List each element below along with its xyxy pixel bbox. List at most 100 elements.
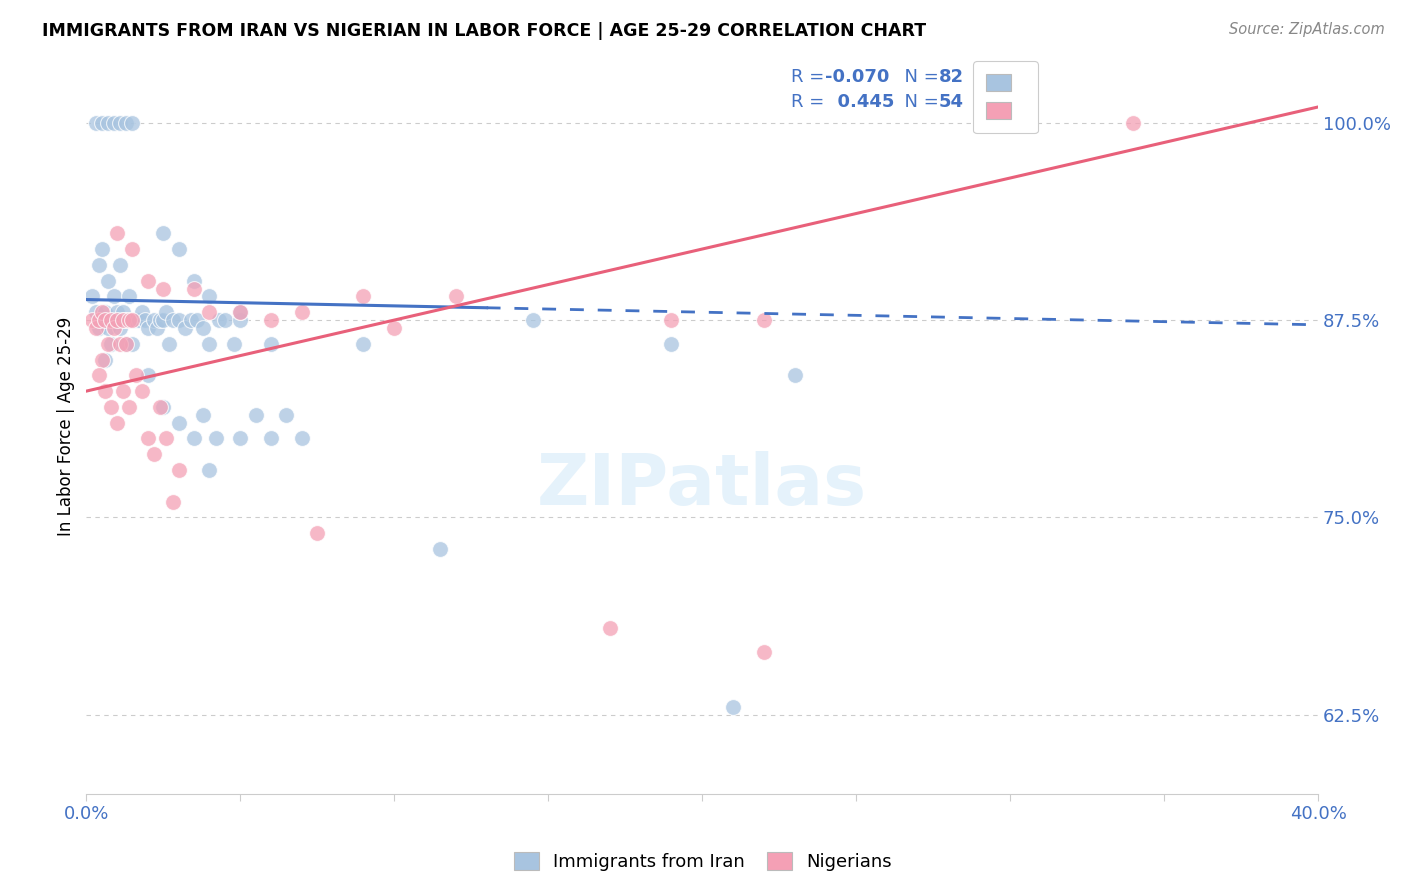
Text: -0.070: -0.070 bbox=[825, 68, 890, 87]
Point bbox=[291, 305, 314, 319]
Point bbox=[183, 274, 205, 288]
Point bbox=[260, 313, 283, 327]
Point bbox=[193, 321, 215, 335]
Point bbox=[198, 305, 221, 319]
Point bbox=[103, 116, 125, 130]
Point bbox=[121, 313, 143, 327]
Point bbox=[105, 305, 128, 319]
Point bbox=[229, 313, 252, 327]
Point bbox=[136, 368, 159, 383]
Point bbox=[167, 416, 190, 430]
Point bbox=[90, 242, 112, 256]
Text: IMMIGRANTS FROM IRAN VS NIGERIAN IN LABOR FORCE | AGE 25-29 CORRELATION CHART: IMMIGRANTS FROM IRAN VS NIGERIAN IN LABO… bbox=[42, 22, 927, 40]
Point bbox=[193, 408, 215, 422]
Point bbox=[105, 313, 128, 327]
Point bbox=[180, 313, 202, 327]
Point bbox=[90, 116, 112, 130]
Point bbox=[118, 313, 141, 327]
Point bbox=[152, 400, 174, 414]
Point bbox=[198, 289, 221, 303]
Point bbox=[108, 116, 131, 130]
Y-axis label: In Labor Force | Age 25-29: In Labor Force | Age 25-29 bbox=[58, 317, 75, 536]
Point bbox=[131, 305, 153, 319]
Text: N =: N = bbox=[893, 93, 945, 112]
Point bbox=[661, 336, 683, 351]
Point bbox=[229, 305, 252, 319]
Point bbox=[245, 408, 267, 422]
Point bbox=[260, 432, 283, 446]
Point bbox=[94, 384, 117, 398]
Text: N =: N = bbox=[893, 68, 945, 87]
Point bbox=[152, 226, 174, 240]
Point bbox=[100, 313, 122, 327]
Point bbox=[136, 321, 159, 335]
Point bbox=[783, 368, 806, 383]
Point bbox=[121, 313, 143, 327]
Point bbox=[105, 226, 128, 240]
Point bbox=[186, 313, 208, 327]
Point bbox=[155, 305, 177, 319]
Point bbox=[84, 321, 107, 335]
Point bbox=[87, 313, 110, 327]
Point bbox=[124, 368, 146, 383]
Point bbox=[353, 336, 375, 351]
Point bbox=[90, 313, 112, 327]
Point bbox=[112, 313, 135, 327]
Point bbox=[90, 305, 112, 319]
Point bbox=[103, 289, 125, 303]
Point bbox=[115, 313, 138, 327]
Point bbox=[599, 621, 621, 635]
Point bbox=[105, 313, 128, 327]
Point bbox=[307, 526, 329, 541]
Point bbox=[149, 313, 172, 327]
Point bbox=[94, 305, 117, 319]
Point bbox=[152, 281, 174, 295]
Point bbox=[167, 242, 190, 256]
Point bbox=[121, 116, 143, 130]
Text: 54: 54 bbox=[939, 93, 963, 112]
Text: Source: ZipAtlas.com: Source: ZipAtlas.com bbox=[1229, 22, 1385, 37]
Point bbox=[103, 313, 125, 327]
Point bbox=[159, 336, 181, 351]
Legend: Immigrants from Iran, Nigerians: Immigrants from Iran, Nigerians bbox=[506, 846, 900, 879]
Point bbox=[214, 313, 236, 327]
Point bbox=[90, 352, 112, 367]
Text: ZIPatlas: ZIPatlas bbox=[537, 450, 868, 520]
Text: 0.445: 0.445 bbox=[825, 93, 894, 112]
Point bbox=[121, 336, 143, 351]
Point bbox=[173, 321, 195, 335]
Point bbox=[183, 281, 205, 295]
Point bbox=[115, 336, 138, 351]
Legend: , : , bbox=[973, 62, 1038, 133]
Point bbox=[143, 447, 166, 461]
Point bbox=[1122, 116, 1144, 130]
Point bbox=[112, 313, 135, 327]
Point bbox=[100, 313, 122, 327]
Point bbox=[124, 313, 146, 327]
Point bbox=[136, 432, 159, 446]
Point bbox=[100, 336, 122, 351]
Point bbox=[721, 699, 744, 714]
Point bbox=[198, 463, 221, 477]
Text: 82: 82 bbox=[939, 68, 965, 87]
Point bbox=[94, 352, 117, 367]
Point bbox=[94, 313, 117, 327]
Point bbox=[276, 408, 298, 422]
Point bbox=[208, 313, 231, 327]
Point bbox=[118, 289, 141, 303]
Point bbox=[661, 313, 683, 327]
Text: R =: R = bbox=[792, 93, 830, 112]
Point bbox=[162, 494, 184, 508]
Point bbox=[82, 313, 104, 327]
Point bbox=[115, 116, 138, 130]
Point bbox=[100, 400, 122, 414]
Text: R =: R = bbox=[792, 68, 830, 87]
Point bbox=[152, 313, 174, 327]
Point bbox=[167, 313, 190, 327]
Point bbox=[82, 289, 104, 303]
Point bbox=[136, 274, 159, 288]
Point bbox=[103, 321, 125, 335]
Point bbox=[752, 644, 775, 658]
Point bbox=[87, 258, 110, 272]
Point bbox=[108, 321, 131, 335]
